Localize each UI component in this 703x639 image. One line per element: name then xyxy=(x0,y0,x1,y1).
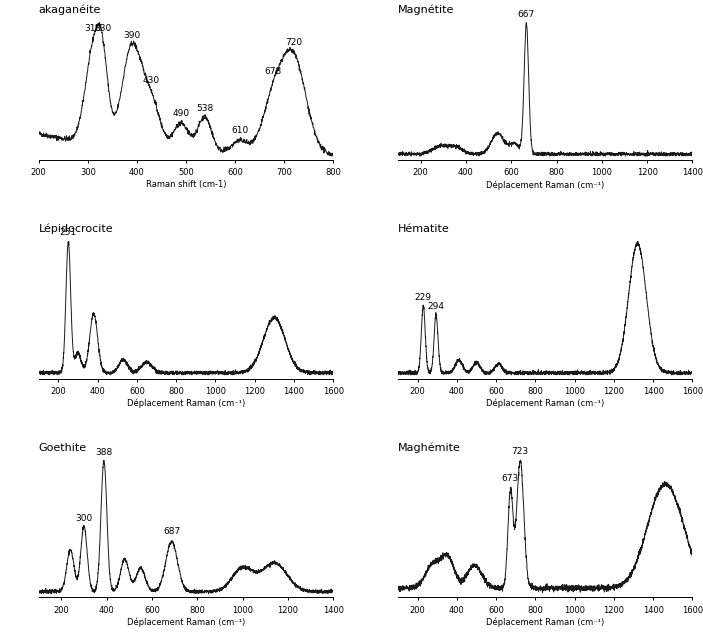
Text: 720: 720 xyxy=(285,38,302,47)
Text: Goethite: Goethite xyxy=(39,443,86,453)
Text: 251: 251 xyxy=(60,228,77,237)
X-axis label: Déplacement Raman (cm⁻¹): Déplacement Raman (cm⁻¹) xyxy=(486,399,605,408)
Text: 330: 330 xyxy=(93,24,111,33)
Text: 294: 294 xyxy=(427,302,444,311)
X-axis label: Déplacement Raman (cm⁻¹): Déplacement Raman (cm⁻¹) xyxy=(127,399,245,408)
Text: 538: 538 xyxy=(196,104,213,114)
X-axis label: Déplacement Raman (cm⁻¹): Déplacement Raman (cm⁻¹) xyxy=(486,617,605,627)
Text: Maghémite: Maghémite xyxy=(398,442,461,453)
X-axis label: Raman shift (cm-1): Raman shift (cm-1) xyxy=(146,180,226,189)
Text: 490: 490 xyxy=(172,109,190,118)
Text: 390: 390 xyxy=(123,31,141,40)
Text: 687: 687 xyxy=(163,527,180,537)
Text: akaganéite: akaganéite xyxy=(39,4,101,15)
Text: 678: 678 xyxy=(264,66,282,75)
Text: 388: 388 xyxy=(96,448,112,457)
Text: Lépidocrocite: Lépidocrocite xyxy=(39,224,113,234)
Text: 667: 667 xyxy=(518,10,535,19)
Text: 610: 610 xyxy=(231,126,249,135)
Text: 723: 723 xyxy=(512,447,529,456)
Text: 310: 310 xyxy=(84,24,101,33)
Text: 673: 673 xyxy=(502,474,519,483)
X-axis label: Déplacement Raman (cm⁻¹): Déplacement Raman (cm⁻¹) xyxy=(127,617,245,627)
Text: Hématite: Hématite xyxy=(398,224,450,234)
Text: 430: 430 xyxy=(143,76,160,85)
Text: Magnétite: Magnétite xyxy=(398,4,454,15)
Text: 229: 229 xyxy=(415,293,432,302)
X-axis label: Déplacement Raman (cm⁻¹): Déplacement Raman (cm⁻¹) xyxy=(486,180,605,190)
Text: 300: 300 xyxy=(75,514,93,523)
